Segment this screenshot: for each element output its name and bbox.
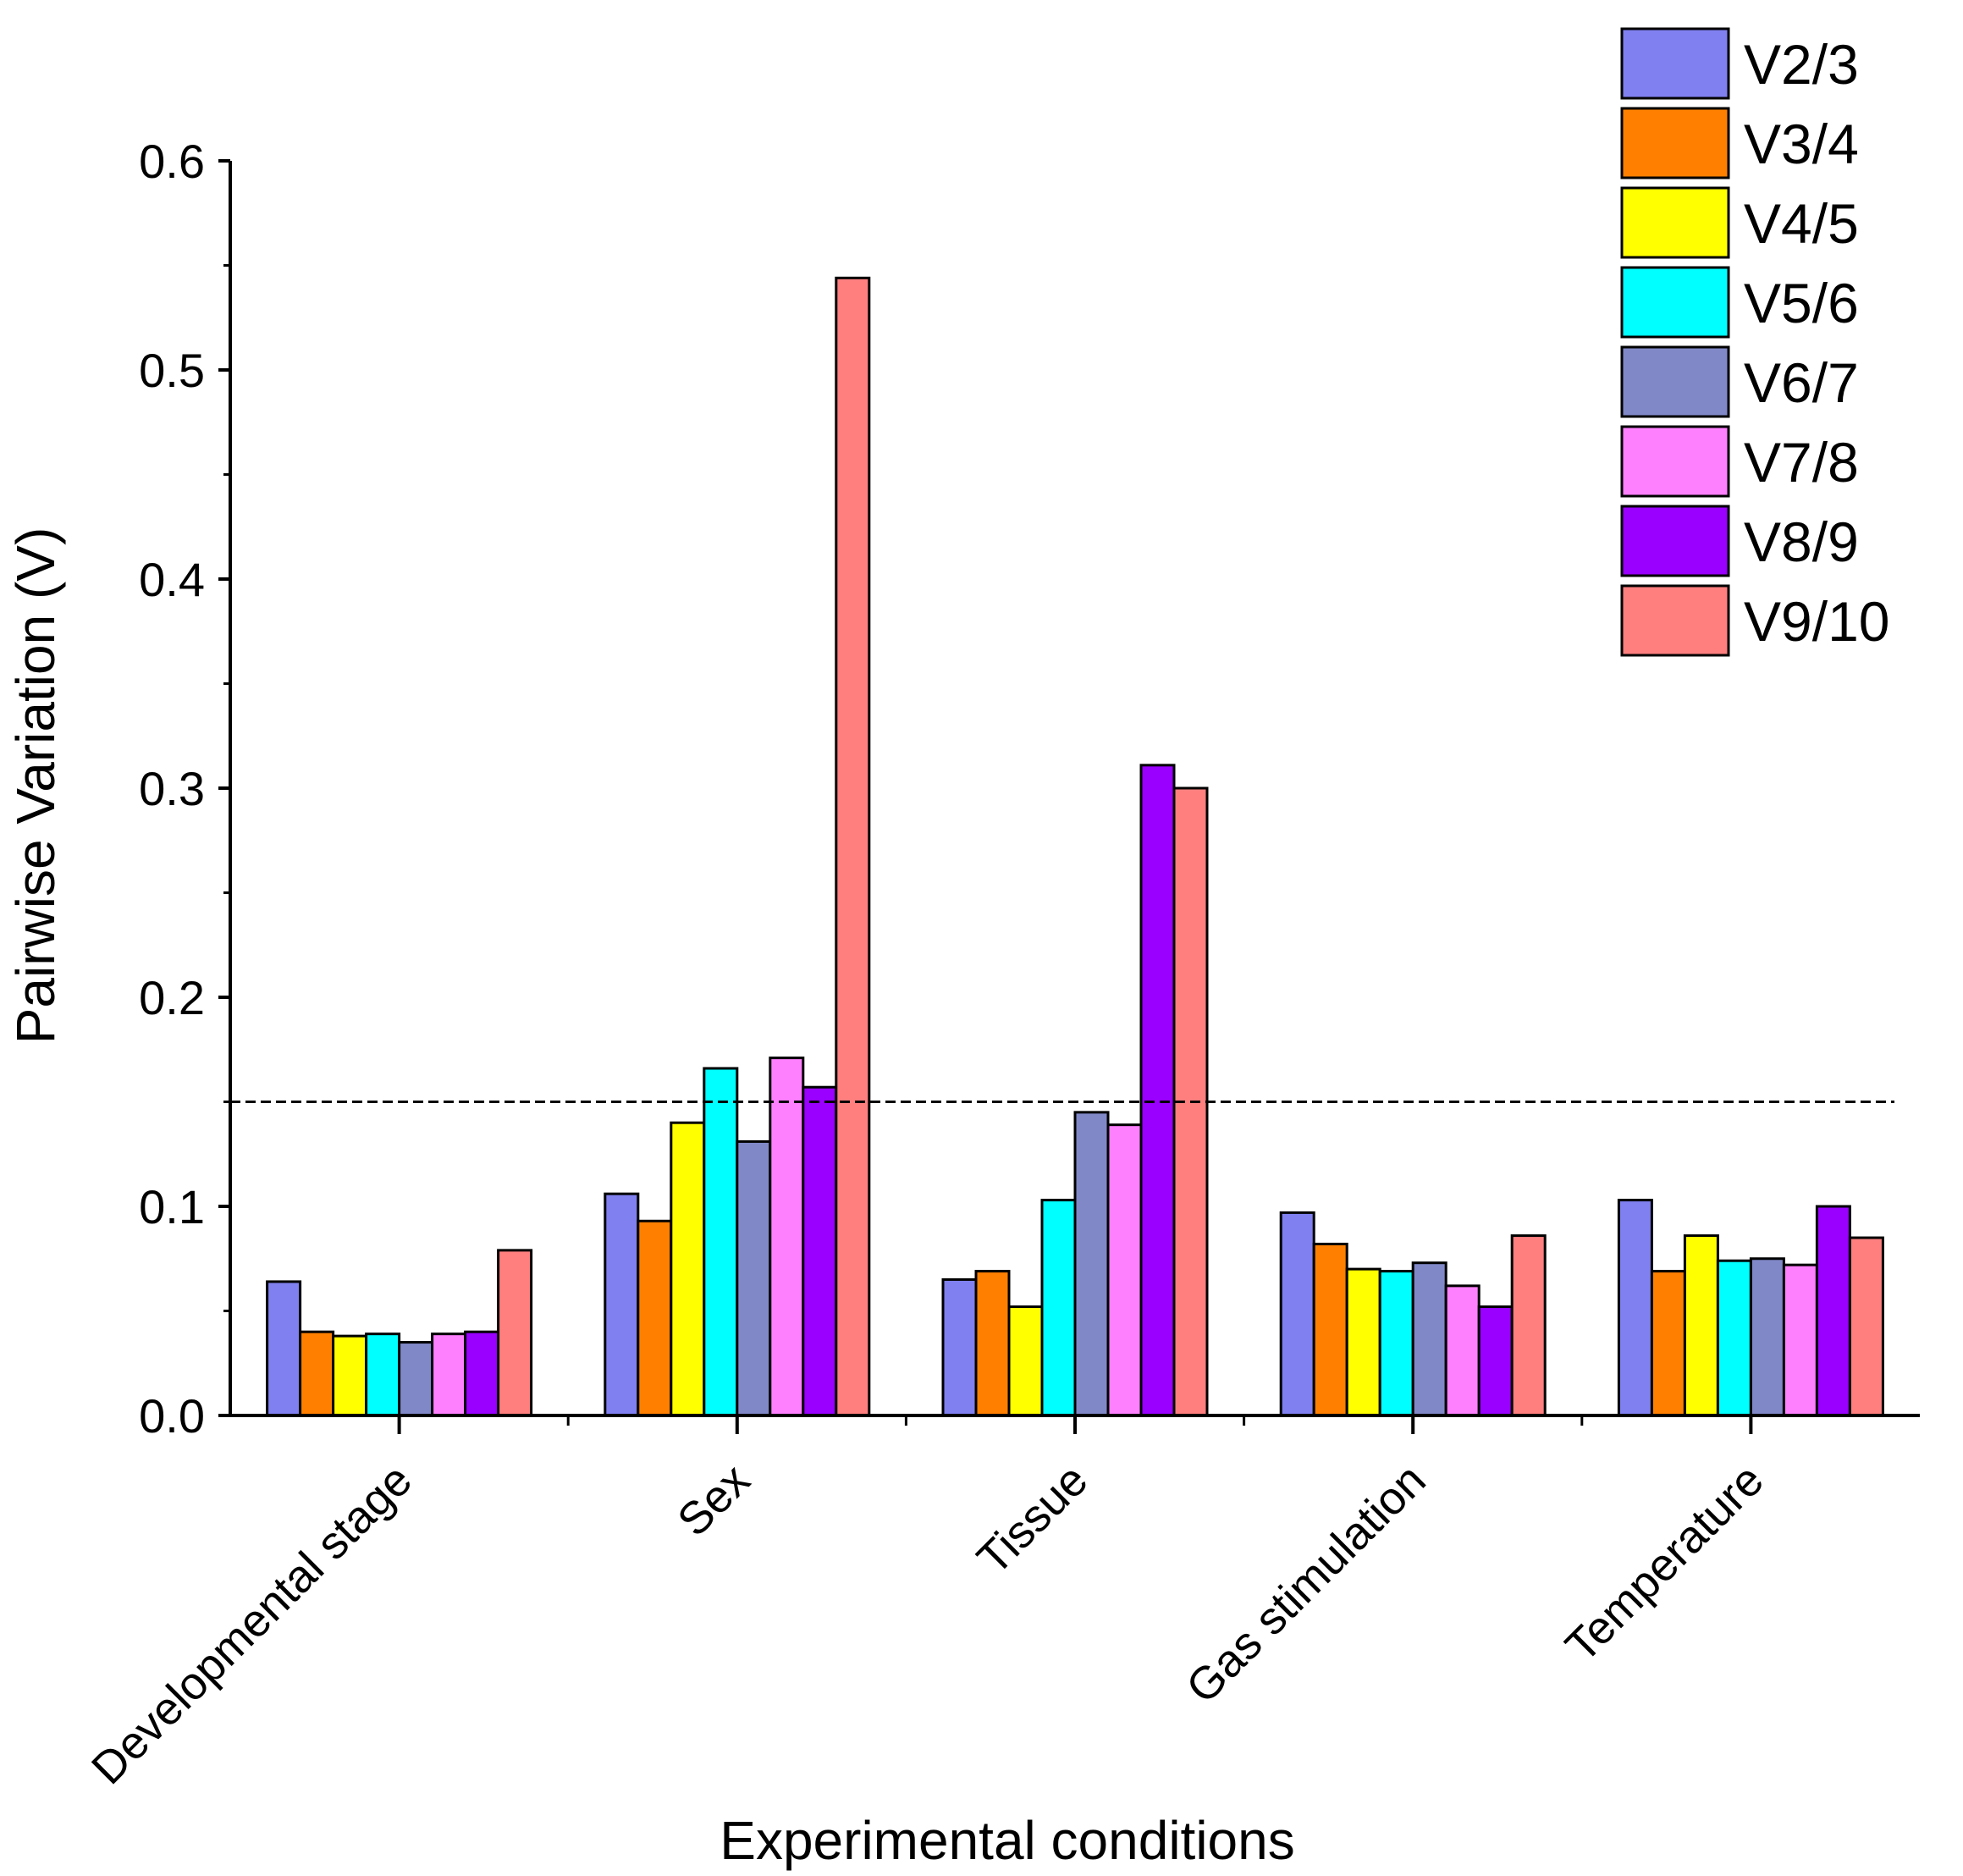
y-tick-label: 0.6 (139, 135, 205, 188)
category-label: Gas stimulation (1177, 1454, 1436, 1713)
bar-V2-3-1 (604, 1192, 640, 1417)
bar-V4-5-0 (332, 1334, 368, 1417)
legend-swatch (1620, 345, 1730, 418)
y-tick-label: 0.4 (139, 553, 205, 606)
y-tick-label: 0.3 (139, 762, 205, 815)
legend-label: V4/5 (1744, 192, 1859, 255)
bar-V7-8-4 (1782, 1263, 1818, 1417)
bar-V7-8-1 (769, 1057, 805, 1417)
bar-V5-6-1 (703, 1067, 739, 1417)
legend-label: V3/4 (1744, 113, 1859, 175)
y-tick-label: 0.0 (139, 1389, 205, 1443)
x-axis-category-labels: Developmental stage Sex Tissue Gas stimulat… (82, 1454, 1773, 1794)
legend-label: V8/9 (1744, 510, 1859, 573)
bar-V5-6-3 (1378, 1270, 1414, 1417)
bar-V4-5-2 (1007, 1305, 1044, 1417)
legend-swatch (1620, 186, 1730, 259)
bar-V7-8-0 (431, 1333, 467, 1417)
legend-swatch (1620, 266, 1730, 339)
bar-V6-7-3 (1411, 1261, 1447, 1417)
bar-V6-7-1 (736, 1139, 772, 1417)
y-axis-ticks (218, 159, 230, 1417)
x-axis-title: Experimental conditions (720, 1810, 1294, 1871)
bar-V3-4-2 (974, 1270, 1011, 1417)
legend-label: V2/3 (1744, 33, 1859, 96)
bar-V8-9-1 (802, 1085, 838, 1417)
legend-label: V9/10 (1744, 590, 1889, 653)
bar-V8-9-0 (464, 1330, 500, 1417)
bar-V3-4-3 (1312, 1242, 1348, 1417)
legend-label: V6/7 (1744, 351, 1859, 414)
y-tick-label: 0.5 (139, 344, 205, 397)
y-axis-tick-labels: 0.0 0.1 0.2 0.3 0.4 0.5 0.6 (139, 135, 205, 1443)
legend-label: V5/6 (1744, 272, 1859, 334)
category-label: Temperature (1556, 1454, 1773, 1672)
bar-V8-9-3 (1477, 1305, 1514, 1417)
bar-V4-5-1 (670, 1121, 706, 1417)
legend-swatch (1620, 425, 1730, 498)
bar-V4-5-3 (1345, 1267, 1381, 1417)
bar-V9-10-1 (835, 276, 871, 1417)
bar-V5-6-0 (365, 1333, 401, 1417)
y-tick-label: 0.2 (139, 971, 205, 1024)
bar-V2-3-4 (1617, 1199, 1653, 1417)
x-axis-ticks (397, 1415, 1753, 1434)
category-label: Tissue (968, 1454, 1097, 1584)
bar-V9-10-4 (1848, 1236, 1884, 1417)
bar-V7-8-3 (1444, 1284, 1481, 1417)
bar-V8-9-4 (1815, 1205, 1851, 1417)
bar-V7-8-2 (1106, 1123, 1143, 1417)
bar-V6-7-2 (1073, 1111, 1110, 1417)
bar-V2-3-2 (941, 1277, 978, 1417)
legend: V2/3 V3/4 V4/5 V5/6 V6/7 V7/8 V8/9 V9/10 (1620, 27, 1889, 657)
legend-swatch (1620, 107, 1730, 179)
bar-V9-10-3 (1510, 1234, 1547, 1417)
bar-V6-7-0 (398, 1341, 434, 1417)
legend-swatch (1620, 505, 1730, 577)
category-label: Developmental stage (82, 1454, 422, 1794)
legend-swatch (1620, 27, 1730, 100)
category-label: Sex (668, 1454, 759, 1546)
y-axis-title: Pairwise Variation (V) (5, 527, 66, 1045)
bar-V2-3-0 (266, 1280, 302, 1417)
bar-V9-10-0 (497, 1249, 533, 1417)
bar-V4-5-4 (1683, 1234, 1719, 1417)
bar-V5-6-2 (1040, 1199, 1077, 1417)
bar-V8-9-2 (1139, 764, 1176, 1417)
legend-label: V7/8 (1744, 431, 1859, 494)
bar-V3-4-1 (637, 1219, 673, 1417)
bar-V3-4-0 (299, 1330, 335, 1417)
bar-V3-4-4 (1650, 1270, 1686, 1417)
legend-swatch (1620, 584, 1730, 657)
bar-V5-6-4 (1716, 1259, 1752, 1417)
bar-V2-3-3 (1279, 1211, 1315, 1417)
bar-V6-7-4 (1749, 1257, 1785, 1417)
y-tick-label: 0.1 (139, 1180, 205, 1233)
